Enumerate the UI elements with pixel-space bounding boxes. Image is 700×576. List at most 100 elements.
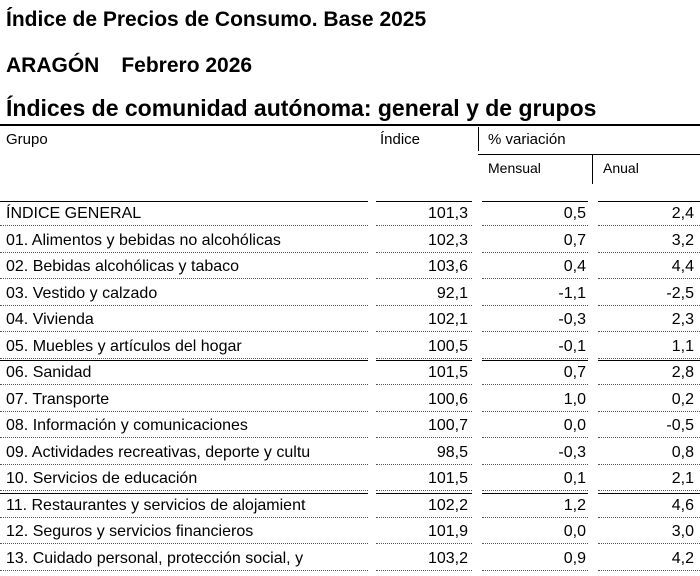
table-row: 07. Transporte 100,6 1,0 0,2 bbox=[0, 387, 700, 413]
row-dotted-rule bbox=[0, 569, 368, 571]
header-rule bbox=[0, 124, 700, 126]
row-rule bbox=[376, 201, 472, 202]
table-row: 11. Restaurantes y servicios de alojamie… bbox=[0, 492, 700, 519]
row-dotted-rule bbox=[0, 331, 368, 332]
row-rule bbox=[482, 492, 588, 494]
row-name: 04. Vivienda bbox=[6, 311, 94, 328]
table-row: 10. Servicios de educación 101,5 0,1 2,1 bbox=[0, 466, 700, 492]
row-dotted-rule bbox=[0, 516, 368, 518]
row-annual: 2,3 bbox=[671, 311, 694, 328]
row-dotted-rule bbox=[598, 331, 700, 332]
row-dotted-rule bbox=[482, 304, 588, 306]
row-dotted-rule bbox=[0, 543, 368, 544]
row-rule bbox=[598, 201, 700, 202]
row-dotted-rule bbox=[598, 278, 700, 279]
table-row: ÍNDICE GENERAL 101,3 0,5 2,4 bbox=[0, 201, 700, 227]
row-dotted-rule bbox=[376, 437, 472, 438]
row-monthly: -1,1 bbox=[558, 284, 586, 302]
row-dotted-rule bbox=[376, 304, 472, 306]
table-subtitle: Índices de comunidad autónoma: general y… bbox=[6, 95, 597, 121]
row-rule bbox=[482, 201, 588, 202]
report-title: Índice de Precios de Consumo. Base 2025 bbox=[6, 8, 427, 31]
col-divider-monthly bbox=[592, 154, 593, 184]
table-row: 05. Muebles y artículos del hogar 100,5 -0… bbox=[0, 334, 700, 360]
row-monthly: 1,2 bbox=[563, 496, 586, 514]
table-row: 04. Vivienda 102,1 -0,3 2,3 bbox=[0, 307, 700, 333]
row-dotted-rule bbox=[0, 251, 368, 253]
table-row: 12. Seguros y servicios financieros 101,9… bbox=[0, 519, 700, 545]
row-annual: 0,2 bbox=[671, 390, 694, 408]
col-header-annual: Anual bbox=[603, 160, 639, 176]
row-index: 103,2 bbox=[427, 549, 468, 567]
row-rule bbox=[482, 360, 588, 361]
row-dotted-rule bbox=[376, 384, 472, 385]
row-dotted-rule bbox=[598, 569, 700, 571]
row-dotted-rule bbox=[482, 225, 588, 226]
row-monthly: -0,1 bbox=[558, 337, 586, 355]
row-dotted-rule bbox=[482, 569, 588, 571]
row-dotted-rule bbox=[0, 463, 368, 465]
row-annual: 4,2 bbox=[671, 549, 694, 567]
row-monthly: 0,7 bbox=[563, 364, 586, 381]
row-name: 11. Restaurantes y servicios de alojamie… bbox=[6, 496, 306, 514]
row-name: 08. Información y comunicaciones bbox=[6, 417, 248, 434]
row-index: 103,6 bbox=[427, 258, 468, 275]
row-dotted-rule bbox=[598, 225, 700, 226]
table-row: 01. Alimentos y bebidas no alcohólicas 10… bbox=[0, 228, 700, 254]
row-dotted-rule bbox=[0, 304, 368, 306]
row-dotted-rule bbox=[376, 543, 472, 544]
row-dotted-rule bbox=[376, 410, 472, 412]
row-index: 102,3 bbox=[427, 231, 468, 249]
row-dotted-rule bbox=[0, 225, 368, 226]
col-header-group: Grupo bbox=[6, 131, 48, 148]
row-name: 12. Seguros y servicios financieros bbox=[6, 523, 254, 540]
table-row: 06. Sanidad 101,5 0,7 2,8 bbox=[0, 360, 700, 386]
row-annual: 3,2 bbox=[671, 231, 694, 249]
row-index: 98,5 bbox=[436, 443, 468, 461]
row-annual: 3,0 bbox=[671, 523, 694, 540]
row-dotted-rule bbox=[376, 278, 472, 279]
row-index: 100,6 bbox=[427, 390, 468, 408]
row-monthly: 0,1 bbox=[563, 470, 586, 487]
row-dotted-rule bbox=[482, 437, 588, 438]
row-dotted-rule bbox=[482, 384, 588, 385]
row-dotted-rule bbox=[482, 331, 588, 332]
col-header-monthly: Mensual bbox=[488, 160, 541, 176]
row-dotted-rule bbox=[482, 278, 588, 279]
row-dotted-rule bbox=[598, 516, 700, 518]
row-dotted-rule bbox=[598, 543, 700, 544]
row-annual: 2,4 bbox=[671, 205, 694, 222]
row-dotted-rule bbox=[376, 251, 472, 253]
region-period: ARAGÓN Febrero 2026 bbox=[6, 54, 252, 78]
row-dotted-rule bbox=[0, 410, 368, 412]
row-dotted-rule bbox=[376, 490, 472, 491]
row-dotted-rule bbox=[598, 304, 700, 306]
row-dotted-rule bbox=[376, 331, 472, 332]
row-name: 01. Alimentos y bebidas no alcohólicas bbox=[6, 231, 281, 249]
row-index: 101,3 bbox=[427, 205, 468, 222]
row-dotted-rule bbox=[0, 357, 368, 359]
table-row: 08. Información y comunicaciones 100,7 0,0… bbox=[0, 413, 700, 439]
row-dotted-rule bbox=[0, 384, 368, 385]
row-dotted-rule bbox=[482, 543, 588, 544]
row-monthly: 0,4 bbox=[563, 258, 586, 275]
table-row: 03. Vestido y calzado 92,1 -1,1 -2,5 bbox=[0, 281, 700, 307]
col-header-index: Índice bbox=[380, 131, 421, 148]
row-monthly: 0,0 bbox=[563, 417, 586, 434]
row-dotted-rule bbox=[598, 490, 700, 491]
row-dotted-rule bbox=[376, 463, 472, 465]
row-dotted-rule bbox=[598, 251, 700, 253]
row-name: 13. Cuidado personal, protección social,… bbox=[6, 549, 304, 567]
row-rule bbox=[0, 201, 368, 202]
row-rule bbox=[0, 492, 368, 494]
row-monthly: -0,3 bbox=[558, 311, 586, 328]
row-dotted-rule bbox=[0, 278, 368, 279]
row-monthly: -0,3 bbox=[558, 443, 586, 461]
row-monthly: 0,5 bbox=[563, 205, 586, 222]
row-dotted-rule bbox=[482, 251, 588, 253]
row-rule bbox=[376, 360, 472, 361]
row-annual: 2,1 bbox=[671, 470, 694, 487]
table-row: 02. Bebidas alcohólicas y tabaco 103,6 0,4… bbox=[0, 254, 700, 280]
table-row: 09. Actividades recreativas, deporte y c… bbox=[0, 440, 700, 466]
row-dotted-rule bbox=[376, 569, 472, 571]
